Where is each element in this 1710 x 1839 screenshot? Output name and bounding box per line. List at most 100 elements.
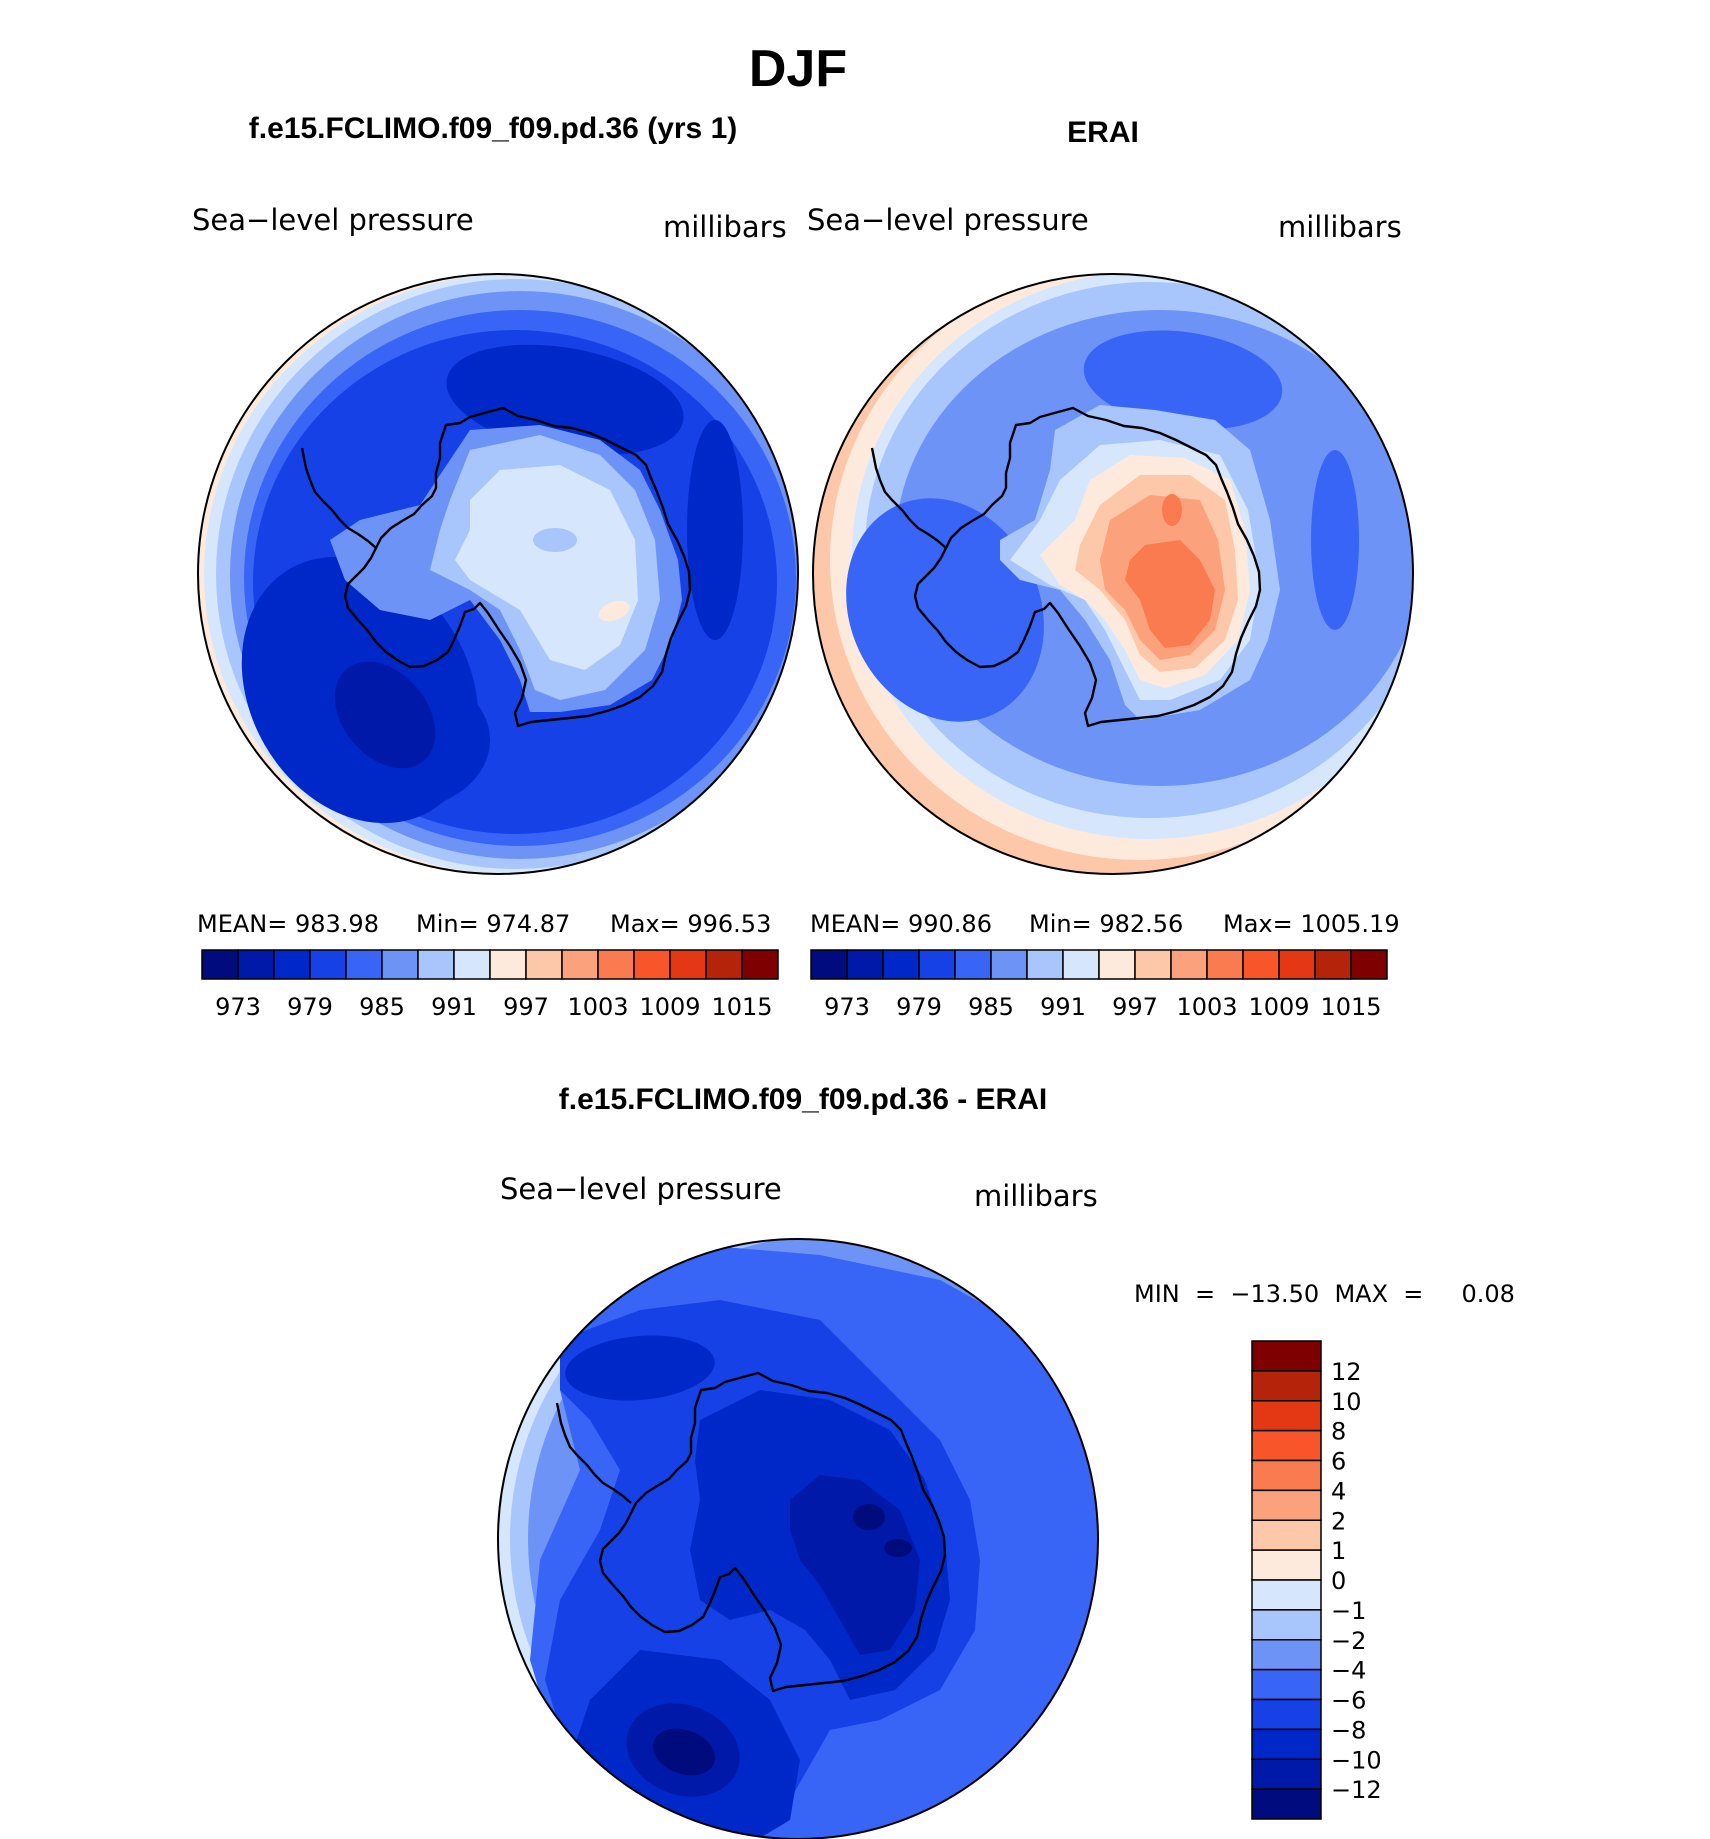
colorbar-tick-label: 1 — [1331, 1537, 1346, 1565]
colorbar-box — [1251, 1579, 1322, 1611]
colorbar-box — [417, 949, 455, 980]
colorbar-box — [1251, 1758, 1322, 1790]
colorbar-tick-label: 985 — [968, 993, 1014, 1021]
model-min: Min= 974.87 — [416, 910, 570, 938]
colorbar-box — [1251, 1609, 1322, 1641]
colorbar-box — [990, 949, 1028, 980]
colorbar-box — [1251, 1549, 1322, 1581]
colorbar-box — [1314, 949, 1352, 980]
diff-map-border — [497, 1238, 1099, 1839]
diff-map — [498, 1239, 1098, 1839]
obs-colorbar: 973 979 985 991 997 1003 1009 1015 — [810, 949, 1388, 1021]
model-map — [198, 274, 798, 874]
colorbar-tick-label: −10 — [1331, 1746, 1382, 1774]
colorbar-tick-label: 979 — [287, 993, 333, 1021]
colorbar-box — [1026, 949, 1064, 980]
colorbar-box — [1251, 1519, 1322, 1551]
colorbar-tick-label: −1 — [1331, 1597, 1366, 1625]
colorbar-tick-label: 1003 — [1176, 993, 1237, 1021]
colorbar-tick-label: 12 — [1331, 1358, 1362, 1386]
colorbar-box — [1278, 949, 1316, 980]
colorbar-box — [1098, 949, 1136, 980]
colorbar-box — [705, 949, 743, 980]
colorbar-box — [1251, 1698, 1322, 1731]
colorbar-box — [1350, 949, 1388, 980]
colorbar-tick-label: 1009 — [1248, 993, 1309, 1021]
colorbar-box — [273, 949, 311, 980]
colorbar-tick-label: −8 — [1331, 1716, 1366, 1744]
colorbar-box — [918, 949, 956, 980]
model-max: Max= 996.53 — [610, 910, 771, 938]
colorbar-tick-label: 985 — [359, 993, 405, 1021]
colorbar-box — [741, 949, 779, 980]
colorbar-tick-label: −2 — [1331, 1627, 1366, 1655]
colorbar-box — [1206, 949, 1244, 980]
colorbar-tick-label: −6 — [1331, 1687, 1366, 1715]
model-variable-label: Sea−level pressure — [192, 203, 474, 237]
colorbar-tick-label: 1015 — [1320, 993, 1381, 1021]
colorbar-tick-label: 991 — [431, 993, 477, 1021]
obs-mean: MEAN= 990.86 — [810, 910, 992, 938]
obs-map-border — [812, 273, 1414, 875]
colorbar-box — [1251, 1668, 1322, 1701]
colorbar-tick-label: 8 — [1331, 1418, 1346, 1446]
colorbar-box — [882, 949, 920, 980]
colorbar-box — [1134, 949, 1172, 980]
colorbar-box — [489, 949, 527, 980]
colorbar-box — [309, 949, 347, 980]
colorbar-box — [453, 949, 491, 980]
diff-panel-title: f.e15.FCLIMO.f09_f09.pd.36 - ERAI — [559, 1083, 1047, 1116]
colorbar-box — [669, 949, 707, 980]
diff-minmax: MIN = −13.50 MAX = 0.08 — [1134, 1280, 1515, 1308]
colorbar-tick-label: 1003 — [567, 993, 628, 1021]
colorbar-box — [1251, 1788, 1322, 1820]
colorbar-tick-label: −12 — [1331, 1776, 1382, 1804]
obs-units-label: millibars — [1278, 210, 1402, 244]
colorbar-tick-label: −4 — [1331, 1657, 1366, 1685]
colorbar-box — [1251, 1429, 1322, 1462]
colorbar-tick-label: 1009 — [639, 993, 700, 1021]
model-units-label: millibars — [663, 210, 787, 244]
colorbar-box — [810, 949, 848, 980]
colorbar-box — [381, 949, 419, 980]
colorbar-box — [345, 949, 383, 980]
colorbar-box — [633, 949, 671, 980]
colorbar-tick-label: 997 — [1112, 993, 1158, 1021]
colorbar-box — [1170, 949, 1208, 980]
colorbar-box — [597, 949, 635, 980]
colorbar-box — [1251, 1370, 1322, 1402]
colorbar-tick-label: 10 — [1331, 1388, 1362, 1416]
colorbar-tick-label: 973 — [824, 993, 870, 1021]
colorbar-tick-label: 973 — [215, 993, 261, 1021]
colorbar-tick-label: 6 — [1331, 1448, 1346, 1476]
colorbar-tick-label: 2 — [1331, 1507, 1346, 1535]
colorbar-tick-label: 0 — [1331, 1567, 1346, 1595]
figure-title: DJF — [749, 40, 847, 98]
diff-units-label: millibars — [974, 1179, 1098, 1213]
colorbar-tick-label: 997 — [503, 993, 549, 1021]
diff-variable-label: Sea−level pressure — [500, 1172, 782, 1206]
colorbar-box — [1251, 1459, 1322, 1492]
obs-map — [813, 274, 1413, 874]
model-map-border — [197, 273, 799, 875]
colorbar-box — [1251, 1728, 1322, 1760]
colorbar-box — [954, 949, 992, 980]
obs-max: Max= 1005.19 — [1223, 910, 1400, 938]
colorbar-box — [1242, 949, 1280, 980]
obs-min: Min= 982.56 — [1029, 910, 1183, 938]
model-colorbar: 973 979 985 991 997 1003 1009 1015 — [201, 949, 779, 1021]
colorbar-box — [237, 949, 275, 980]
colorbar-box — [1251, 1400, 1322, 1432]
obs-variable-label: Sea−level pressure — [807, 203, 1089, 237]
colorbar-box — [1251, 1489, 1322, 1521]
colorbar-box — [561, 949, 599, 980]
model-panel-title: f.e15.FCLIMO.f09_f09.pd.36 (yrs 1) — [249, 112, 738, 145]
colorbar-tick-label: 991 — [1040, 993, 1086, 1021]
colorbar-box — [1251, 1340, 1322, 1372]
colorbar-tick-label: 979 — [896, 993, 942, 1021]
colorbar-tick-label: 1015 — [711, 993, 772, 1021]
colorbar-tick-label: 4 — [1331, 1477, 1346, 1505]
model-mean: MEAN= 983.98 — [197, 910, 379, 938]
